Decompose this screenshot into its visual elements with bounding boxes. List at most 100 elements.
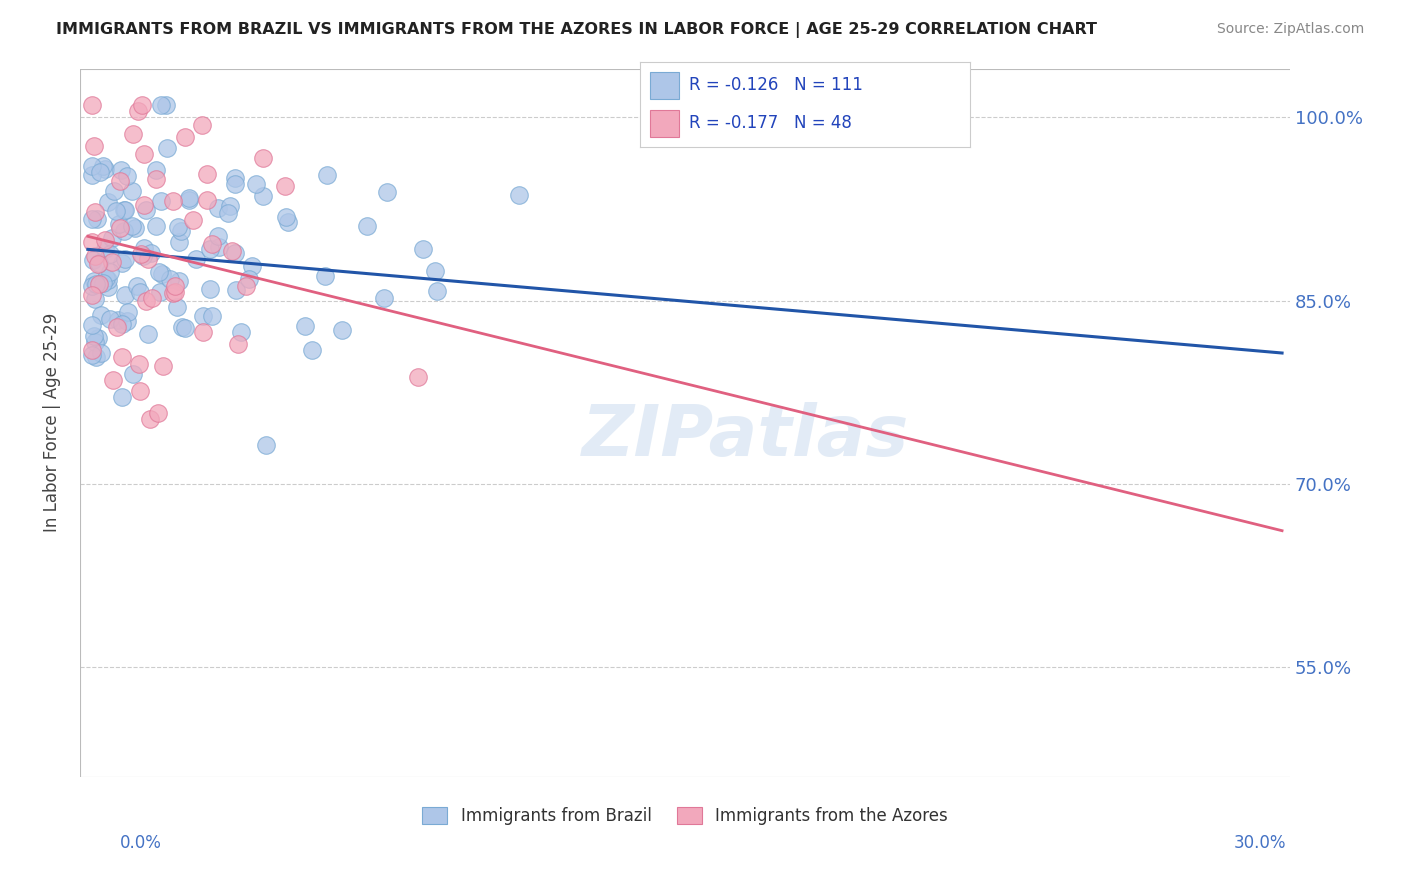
Point	[173, 130, 195, 145]
Point	[201, 310, 224, 324]
Point	[94, 233, 117, 247]
Point	[91, 276, 114, 290]
Point	[150, 98, 173, 112]
Point	[224, 170, 246, 185]
Point	[208, 240, 231, 254]
Point	[112, 224, 135, 238]
Point	[107, 313, 129, 327]
Point	[167, 235, 190, 249]
Point	[105, 319, 128, 334]
Point	[98, 265, 121, 279]
Point	[86, 257, 108, 271]
Point	[412, 242, 434, 256]
Point	[115, 169, 138, 184]
Point	[98, 312, 121, 326]
Point	[108, 217, 131, 231]
Point	[235, 279, 257, 293]
Point	[114, 202, 136, 217]
Point	[83, 274, 105, 288]
Point	[207, 201, 229, 215]
Text: Source: ZipAtlas.com: Source: ZipAtlas.com	[1216, 22, 1364, 37]
Point	[114, 287, 136, 301]
Point	[96, 271, 118, 285]
Point	[184, 252, 207, 266]
Point	[149, 194, 172, 208]
Point	[155, 98, 177, 112]
Point	[277, 215, 299, 229]
Point	[129, 246, 152, 260]
Point	[145, 219, 167, 234]
Point	[200, 282, 222, 296]
Point	[170, 319, 193, 334]
Point	[100, 231, 122, 245]
Point	[84, 205, 107, 219]
Point	[162, 194, 184, 208]
Point	[221, 244, 243, 259]
Point	[101, 373, 124, 387]
Point	[114, 252, 136, 266]
Point	[162, 286, 184, 301]
Point	[93, 161, 115, 176]
Point	[98, 247, 121, 261]
Point	[201, 236, 224, 251]
Point	[170, 224, 193, 238]
Point	[245, 177, 267, 191]
Point	[80, 288, 103, 302]
Point	[254, 437, 277, 451]
Point	[191, 325, 214, 339]
Point	[141, 245, 163, 260]
Point	[80, 235, 103, 249]
FancyBboxPatch shape	[650, 71, 679, 99]
Point	[219, 199, 242, 213]
Point	[89, 256, 111, 270]
Point	[83, 292, 105, 306]
Text: IMMIGRANTS FROM BRAZIL VS IMMIGRANTS FROM THE AZORES IN LABOR FORCE | AGE 25-29 : IMMIGRANTS FROM BRAZIL VS IMMIGRANTS FRO…	[56, 22, 1097, 38]
Point	[132, 198, 155, 212]
Point	[115, 314, 138, 328]
Point	[301, 343, 323, 357]
Point	[191, 309, 214, 323]
Point	[124, 221, 146, 235]
Point	[110, 350, 132, 364]
Point	[274, 211, 297, 225]
Point	[80, 168, 103, 182]
Point	[159, 272, 181, 286]
Point	[97, 280, 120, 294]
Point	[145, 162, 167, 177]
Point	[84, 351, 107, 365]
Point	[138, 327, 160, 342]
Point	[198, 242, 221, 256]
Point	[105, 204, 128, 219]
Point	[145, 172, 167, 186]
Point	[132, 249, 155, 263]
Point	[135, 203, 157, 218]
Point	[163, 285, 186, 300]
Point	[80, 159, 103, 173]
Point	[181, 213, 204, 227]
Point	[80, 343, 103, 357]
Point	[111, 317, 134, 331]
Point	[195, 167, 218, 181]
Point	[174, 320, 197, 334]
Point	[274, 178, 297, 193]
Point	[87, 331, 110, 345]
Point	[127, 104, 149, 119]
Point	[135, 293, 157, 308]
Point	[117, 305, 139, 319]
Point	[131, 98, 153, 112]
Point	[425, 285, 447, 299]
Point	[166, 301, 188, 315]
Point	[82, 253, 104, 268]
Point	[150, 267, 173, 281]
Point	[111, 390, 134, 404]
Point	[315, 168, 337, 182]
Point	[128, 357, 150, 371]
Point	[167, 220, 190, 235]
Point	[80, 318, 103, 332]
Point	[101, 254, 124, 268]
Point	[121, 127, 143, 141]
Point	[155, 141, 177, 155]
Point	[108, 221, 131, 235]
Point	[314, 269, 336, 284]
Point	[217, 205, 239, 219]
